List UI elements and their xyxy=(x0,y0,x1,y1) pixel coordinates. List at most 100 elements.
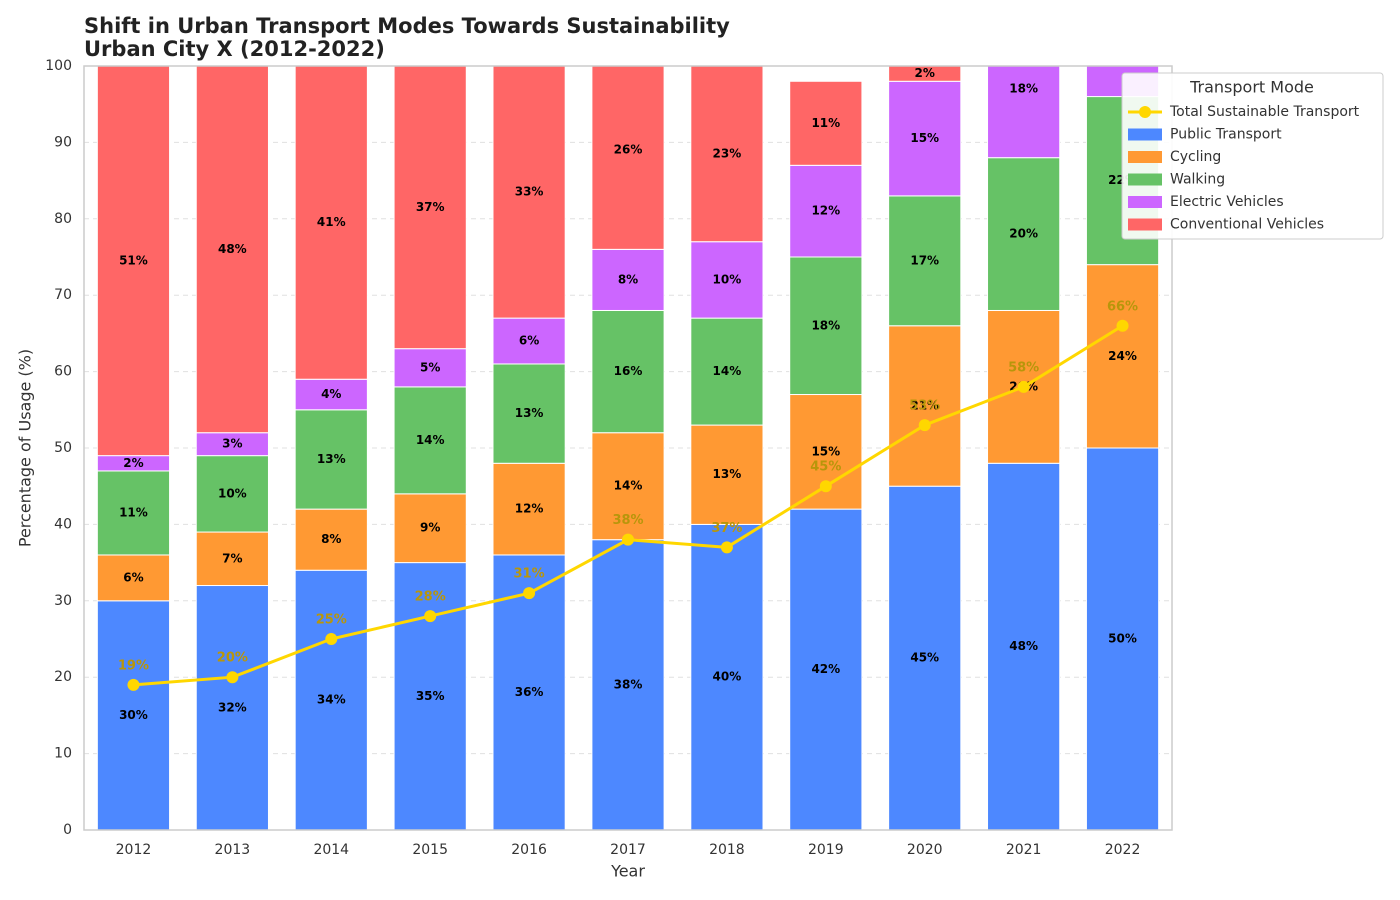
line-value-label: 28% xyxy=(415,590,446,605)
bar-segment xyxy=(591,539,665,830)
y-tick-label: 80 xyxy=(54,211,72,227)
x-tick-label: 2021 xyxy=(1006,842,1042,858)
legend-swatch xyxy=(1128,173,1162,186)
value-label: 40% xyxy=(713,670,742,684)
bar-segment xyxy=(492,554,566,830)
value-label: 13% xyxy=(317,452,346,466)
value-label: 10% xyxy=(218,486,247,500)
line-point xyxy=(918,419,931,432)
value-label: 18% xyxy=(1009,81,1038,95)
line-point xyxy=(325,633,338,645)
bar-segment xyxy=(690,317,764,426)
bar-segment xyxy=(888,80,962,197)
bar-segment xyxy=(294,508,368,571)
bar-segment xyxy=(492,363,566,464)
legend-label: Conventional Vehicles xyxy=(1170,217,1324,233)
bar-segment xyxy=(96,470,171,556)
line-point xyxy=(1116,319,1129,332)
bar-segment xyxy=(591,309,665,434)
value-label: 18% xyxy=(811,318,840,332)
value-label: 15% xyxy=(910,131,939,145)
line-value-label: 66% xyxy=(1107,299,1138,314)
value-label: 13% xyxy=(713,467,742,481)
x-tick-label: 2015 xyxy=(412,842,448,858)
bar-segment xyxy=(393,562,467,830)
chart-subtitle: Urban City X (2012-2022) xyxy=(84,37,385,61)
y-tick-label: 100 xyxy=(45,58,72,74)
bar-segment xyxy=(294,378,368,411)
line-point xyxy=(720,541,733,554)
bar-segment xyxy=(492,66,566,319)
value-label: 50% xyxy=(1108,632,1137,646)
value-label: 17% xyxy=(910,253,939,267)
bar-segment xyxy=(1085,264,1160,449)
y-tick-label: 10 xyxy=(54,746,72,762)
legend-box xyxy=(1121,72,1384,240)
bar-segment xyxy=(888,325,962,487)
value-label: 10% xyxy=(713,272,742,286)
value-label: 21% xyxy=(910,398,939,412)
value-label: 33% xyxy=(515,185,544,199)
value-label: 11% xyxy=(119,505,148,519)
bar-segment xyxy=(393,66,467,350)
plot-area xyxy=(96,66,1160,830)
value-label: 23% xyxy=(713,146,742,160)
bar-segment xyxy=(294,569,368,830)
bar-segment xyxy=(690,523,764,830)
value-label: 6% xyxy=(519,334,539,348)
value-label: 2% xyxy=(915,66,935,80)
value-label: 8% xyxy=(321,532,341,546)
bar-segment xyxy=(294,66,368,380)
legend-label: Public Transport xyxy=(1170,127,1282,143)
y-tick-label: 30 xyxy=(54,593,72,609)
bar-segment xyxy=(96,66,171,457)
line-value-label: 38% xyxy=(612,513,643,528)
value-label: 7% xyxy=(222,551,242,565)
bar-segment xyxy=(96,554,171,602)
x-tick-label: 2012 xyxy=(116,842,152,858)
value-label: 12% xyxy=(811,204,840,218)
y-axis-label: Percentage of Usage (%) xyxy=(16,349,35,547)
legend-label: Cycling xyxy=(1170,149,1221,165)
line-value-label: 37% xyxy=(711,521,742,536)
line-point xyxy=(523,587,536,600)
bar-segment xyxy=(195,585,269,830)
bar-segment xyxy=(888,485,962,830)
chart-title: Shift in Urban Transport Modes Towards S… xyxy=(84,14,730,38)
value-label: 12% xyxy=(515,502,544,516)
legend-swatch xyxy=(1128,218,1162,231)
value-label: 14% xyxy=(614,479,643,493)
x-tick-label: 2018 xyxy=(709,842,745,858)
line-value-label: 53% xyxy=(909,399,940,414)
value-label: 14% xyxy=(416,433,445,447)
y-tick-label: 90 xyxy=(54,134,72,150)
line-point xyxy=(819,480,832,493)
value-label: 4% xyxy=(321,387,341,401)
bar-segment xyxy=(888,66,962,82)
bar-segment xyxy=(492,317,566,365)
bar-segment xyxy=(393,386,467,495)
value-label: 20% xyxy=(1009,227,1038,241)
value-label: 14% xyxy=(713,364,742,378)
x-tick-label: 2022 xyxy=(1105,842,1141,858)
line-value-label: 31% xyxy=(514,567,545,582)
value-label: 32% xyxy=(218,700,247,714)
x-tick-label: 2016 xyxy=(511,842,547,858)
bar-segment xyxy=(1085,447,1160,830)
bar-segment xyxy=(393,493,467,564)
bar-segment xyxy=(591,432,665,541)
value-label: 16% xyxy=(614,364,643,378)
bar-segment xyxy=(195,66,269,434)
value-label: 24% xyxy=(1108,349,1137,363)
bar-segment xyxy=(987,462,1061,830)
value-label: 11% xyxy=(811,116,840,130)
value-label: 5% xyxy=(420,360,440,374)
y-tick-label: 20 xyxy=(54,669,72,685)
line-value-label: 58% xyxy=(1008,360,1039,375)
value-label: 9% xyxy=(420,521,440,535)
bar-segment xyxy=(987,66,1061,159)
bar-segment xyxy=(690,66,764,243)
x-tick-label: 2017 xyxy=(610,842,646,858)
